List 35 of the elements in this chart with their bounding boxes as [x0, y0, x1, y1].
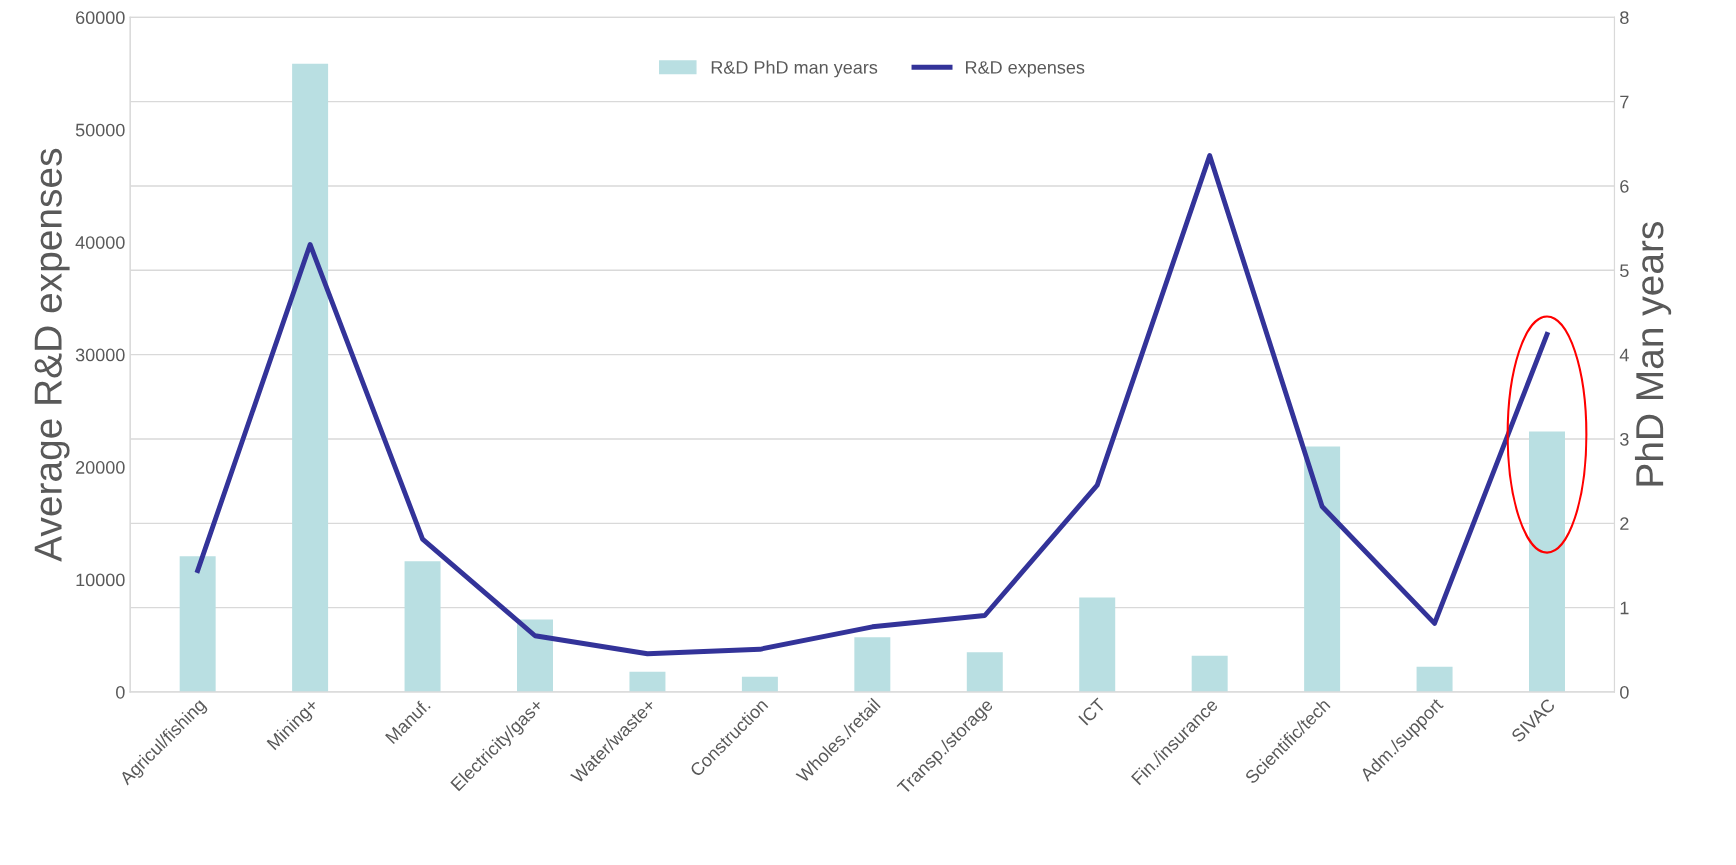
line-series — [195, 153, 1550, 657]
bar — [1191, 655, 1228, 692]
bar — [292, 63, 329, 692]
y-tick-label: 60000 — [76, 11, 125, 25]
y-tick-label: 50000 — [75, 123, 125, 137]
bar — [854, 637, 891, 692]
y-tick-label: 30000 — [75, 348, 125, 362]
y-tick-label: 10000 — [76, 573, 125, 587]
y2-tick-label: 7 — [1620, 95, 1629, 109]
y-axis-title: Average R&D expenses — [34, 148, 70, 562]
y2-axis-title: PhD Man years — [1634, 222, 1672, 486]
bar — [629, 671, 666, 692]
bar — [179, 556, 216, 692]
bar — [404, 561, 441, 692]
y2-tick-label: 0 — [1620, 685, 1629, 699]
y2-tick-label: 5 — [1620, 264, 1629, 278]
y-tick-label: 0 — [116, 685, 125, 699]
y-tick-label: 20000 — [76, 461, 125, 474]
y2-tick-label: 1 — [1620, 601, 1629, 615]
bar — [1416, 666, 1453, 692]
y-tick-label: 40000 — [75, 236, 125, 249]
y2-tick-label: 3 — [1620, 432, 1629, 446]
bar — [1529, 431, 1565, 692]
bar — [966, 652, 1003, 692]
y2-tick-label: 4 — [1619, 348, 1629, 362]
bar — [741, 676, 778, 692]
x-tick-label: ICT — [1078, 697, 1107, 726]
y2-tick-label: 6 — [1620, 179, 1629, 193]
legend-label: R&D expenses — [966, 61, 1085, 78]
bar — [1079, 597, 1116, 692]
bar — [1304, 446, 1341, 692]
y2-tick-label: 8 — [1620, 11, 1629, 25]
bar — [517, 619, 553, 692]
y2-tick-label: 2 — [1620, 517, 1629, 530]
legend-label: R&D PhD man years — [711, 60, 878, 78]
